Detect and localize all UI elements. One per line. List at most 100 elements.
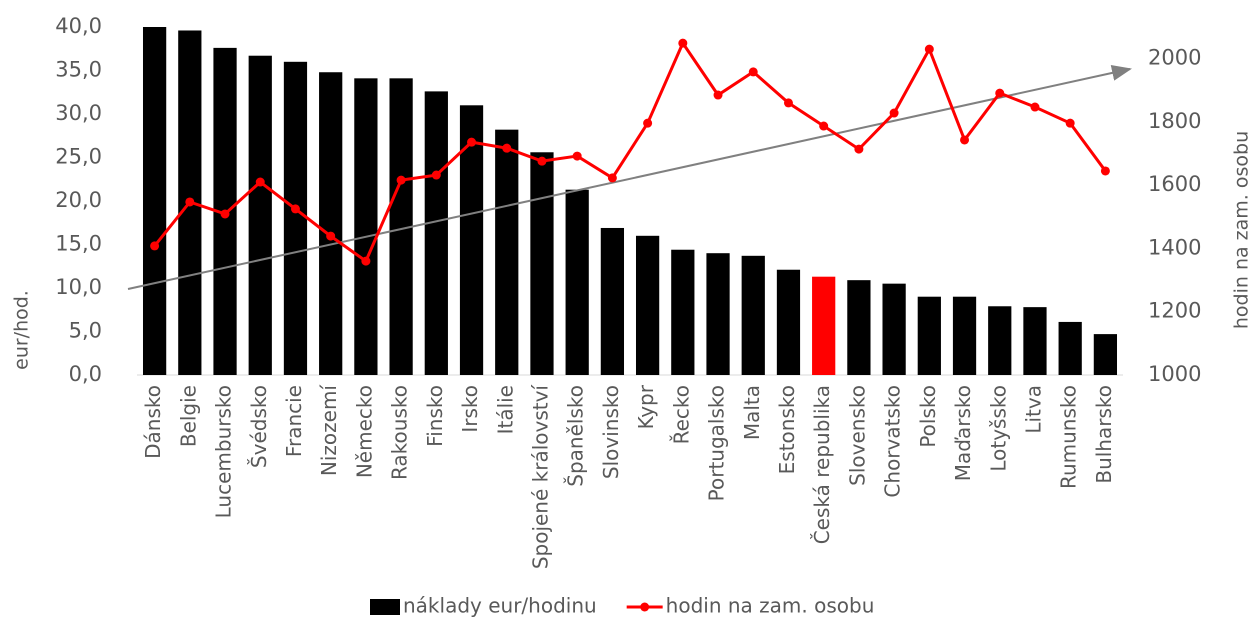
y-tick-label: 25,0 xyxy=(55,145,102,169)
bar xyxy=(776,269,801,375)
y-tick-label: 35,0 xyxy=(55,58,102,82)
bar xyxy=(952,296,977,375)
bar xyxy=(354,78,378,375)
bar xyxy=(283,61,308,376)
y-tick-label: 15,0 xyxy=(55,232,102,256)
y2-tick-label: 2000 xyxy=(1148,46,1201,70)
line-marker xyxy=(502,143,512,153)
x-tick-label: Španělsko xyxy=(564,385,588,487)
bar xyxy=(248,55,272,376)
x-tick-label: Finsko xyxy=(423,385,447,447)
y2-tick-label: 1800 xyxy=(1148,109,1201,133)
line-marker xyxy=(924,44,934,54)
x-tick-label: Malta xyxy=(740,385,764,440)
line-marker xyxy=(255,177,265,187)
y2-tick-label: 1200 xyxy=(1148,299,1201,323)
x-tick-label: Maďarsko xyxy=(951,385,975,481)
line xyxy=(153,40,1107,264)
bar xyxy=(142,27,167,375)
x-tick-label: Německo xyxy=(352,385,376,478)
line-marker xyxy=(960,135,970,145)
line-marker xyxy=(220,209,230,219)
line-marker xyxy=(185,197,195,207)
x-tick-label: Řecko xyxy=(669,385,693,444)
legend-swatch xyxy=(370,599,400,615)
x-tick-label: Irsko xyxy=(458,385,482,433)
y-tick-label: 0,0 xyxy=(69,362,102,386)
y2-tick-label: 1000 xyxy=(1148,362,1201,386)
x-tick-label: Lucembursko xyxy=(212,385,236,518)
bar xyxy=(600,227,625,375)
x-tick-label: Portugalsko xyxy=(705,385,729,501)
line-marker xyxy=(854,144,864,154)
bar xyxy=(988,306,1012,375)
bar xyxy=(671,249,695,375)
line-marker xyxy=(607,173,617,183)
line-marker xyxy=(467,137,477,147)
line-marker xyxy=(748,67,758,77)
y-tick-label: 30,0 xyxy=(55,101,102,125)
x-tick-label: Nizozemí xyxy=(317,384,341,477)
line-marker xyxy=(396,175,406,185)
y-axis-label: eur/hod. xyxy=(11,290,33,370)
trend-arrow xyxy=(127,65,1132,290)
legend-swatch xyxy=(640,602,650,612)
line-marker xyxy=(1030,102,1040,112)
x-tick-label: Francie xyxy=(282,385,306,457)
x-tick-label: Česká republika xyxy=(810,385,834,544)
bar xyxy=(847,280,871,375)
line-marker xyxy=(783,98,793,108)
line-marker xyxy=(995,88,1005,98)
x-tick-label: Spojené království xyxy=(528,384,552,570)
bar xyxy=(1023,307,1047,375)
x-tick-label: Litva xyxy=(1021,385,1045,434)
line-marker xyxy=(572,151,582,161)
bar xyxy=(495,129,519,375)
bar xyxy=(741,255,765,375)
line-marker xyxy=(1065,118,1075,128)
bar xyxy=(1058,321,1082,375)
y2-tick-label: 1400 xyxy=(1148,235,1201,259)
line-marker xyxy=(643,118,653,128)
line-marker xyxy=(1100,166,1110,176)
bar xyxy=(882,283,906,375)
bar xyxy=(812,276,836,375)
x-tick-label: Slovinsko xyxy=(599,385,623,479)
line-marker xyxy=(431,170,441,180)
y-tick-label: 40,0 xyxy=(55,14,102,38)
line-marker xyxy=(290,204,300,214)
bar xyxy=(565,189,589,375)
legend-label: náklady eur/hodinu xyxy=(403,594,597,618)
x-tick-label: Chorvatsko xyxy=(881,385,905,498)
x-tick-label: Rumunsko xyxy=(1057,385,1081,489)
bar xyxy=(917,296,941,375)
bar xyxy=(1093,334,1118,375)
y-tick-label: 10,0 xyxy=(55,275,102,299)
line-marker xyxy=(713,90,723,100)
legend-label: hodin na zam. osobu xyxy=(666,594,875,618)
line-marker xyxy=(889,108,899,118)
x-tick-label: Lotyšsko xyxy=(986,385,1010,472)
y-tick-label: 5,0 xyxy=(69,319,102,343)
x-tick-label: Švédsko xyxy=(247,385,271,468)
y2-axis-label: hodin na zam. osobu xyxy=(1231,131,1253,329)
line-marker xyxy=(361,256,371,266)
x-tick-label: Belgie xyxy=(176,385,200,447)
bar xyxy=(459,105,484,376)
x-tick-label: Polsko xyxy=(916,385,940,448)
line-marker xyxy=(678,38,688,48)
bar xyxy=(389,78,413,375)
bar xyxy=(424,91,448,375)
x-tick-label: Itálie xyxy=(493,385,517,434)
x-tick-label: Rakousko xyxy=(388,385,412,480)
line-marker xyxy=(150,241,160,251)
bar xyxy=(706,253,730,375)
line-marker xyxy=(326,231,336,241)
line-marker xyxy=(819,121,829,131)
bar xyxy=(530,152,554,375)
y2-tick-label: 1600 xyxy=(1148,172,1201,196)
x-tick-label: Estonsko xyxy=(775,385,799,474)
bar xyxy=(319,72,343,376)
x-tick-label: Bulharsko xyxy=(1092,385,1116,484)
